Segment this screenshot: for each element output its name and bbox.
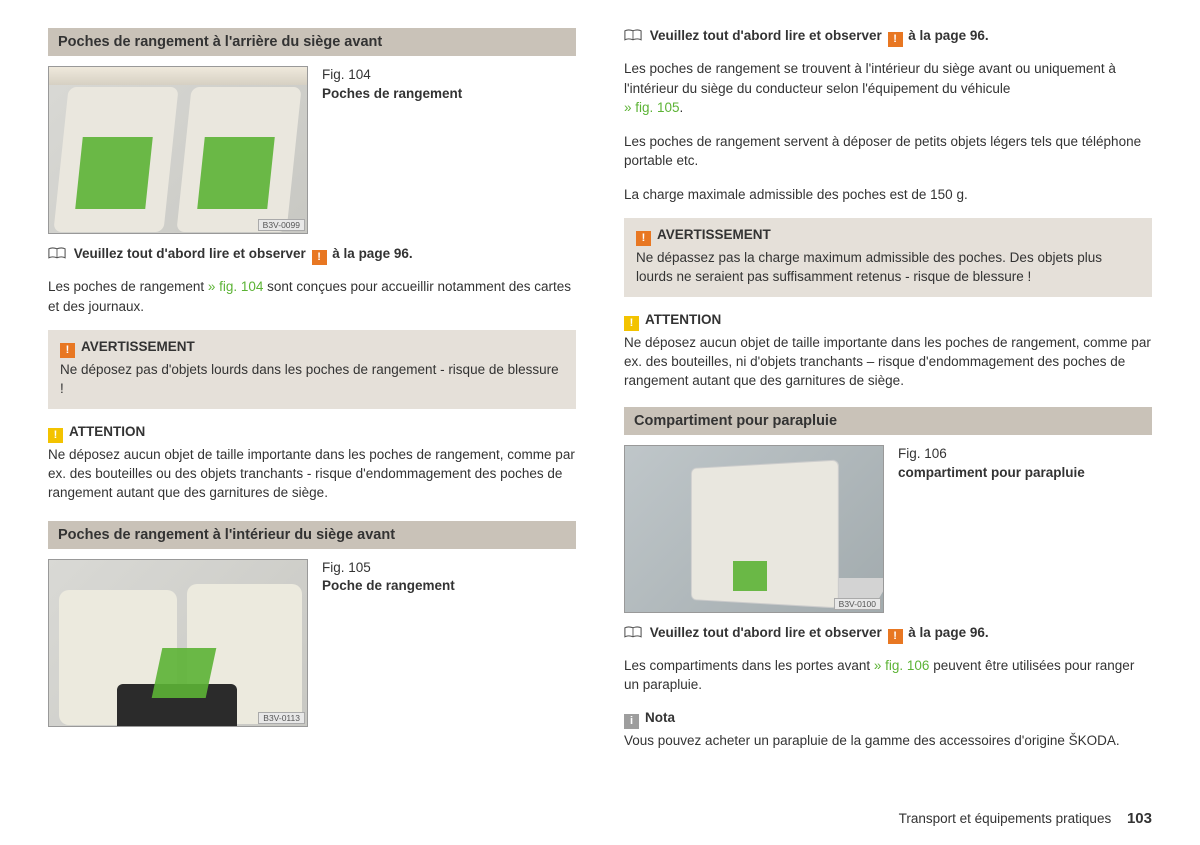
caution-body: Ne déposez aucun objet de taille importa… [624,334,1152,391]
book-icon [48,247,66,260]
paragraph-umbrella-desc: Les compartiments dans les portes avant … [624,656,1152,695]
text: Les poches de rangement [48,279,208,294]
read-first-text-a: Veuillez tout d'abord lire et observer [650,28,886,43]
section-header-umbrella: Compartiment pour parapluie [624,407,1152,435]
book-icon [624,29,642,42]
fig-reference-link[interactable]: » fig. 106 [874,658,930,673]
caution-title: ATTENTION [69,424,145,439]
warning-icon: ! [636,231,651,246]
note-body: Vous pouvez acheter un parapluie de la g… [624,732,1152,751]
warning-body: Ne dépassez pas la charge maximum admiss… [636,249,1140,287]
image-code: B3V-0113 [258,712,305,724]
warning-title: AVERTISSEMENT [657,227,771,242]
read-first-text-a: Veuillez tout d'abord lire et observer [650,625,886,640]
figure-106-block: B3V-0100 Fig. 106 compartiment pour para… [624,445,1152,613]
page-footer: Transport et équipements pratiques 103 [899,810,1152,827]
attention-box: ! ATTENTION Ne déposez aucun objet de tai… [48,423,576,503]
warning-body: Ne déposez pas d'objets lourds dans les … [60,361,564,399]
paragraph-usage: Les poches de rangement servent à dépose… [624,132,1152,171]
page-number: 103 [1127,810,1152,827]
info-icon: i [624,714,639,729]
image-code: B3V-0100 [834,598,881,610]
avertissement-box: ! AVERTISSEMENT Ne dépassez pas la charge… [624,218,1152,297]
fig-reference-link[interactable]: » fig. 105 [624,100,680,115]
section-header-inner-pockets: Poches de rangement à l'intérieur du siè… [48,521,576,549]
figure-105-image: B3V-0113 [48,559,308,727]
warning-title: AVERTISSEMENT [81,339,195,354]
attention-box: ! ATTENTION Ne déposez aucun objet de tai… [624,311,1152,391]
image-code: B3V-0099 [258,219,305,231]
figure-number: Fig. 106 [898,445,1085,464]
figure-106-image: B3V-0100 [624,445,884,613]
caution-body: Ne déposez aucun objet de taille importa… [48,446,576,503]
warning-icon: ! [888,32,903,47]
read-first-text-b: à la page 96. [905,28,989,43]
figure-number: Fig. 105 [322,559,455,578]
figure-105-caption: Fig. 105 Poche de rangement [322,559,455,597]
left-column: Poches de rangement à l'arrière du siège… [48,28,576,765]
note-title: Nota [645,710,675,725]
read-first-note: Veuillez tout d'abord lire et observer !… [624,625,1152,644]
figure-105-block: B3V-0113 Fig. 105 Poche de rangement [48,559,576,727]
warning-icon: ! [312,250,327,265]
two-column-layout: Poches de rangement à l'arrière du siège… [48,28,1152,765]
read-first-text-b: à la page 96. [329,246,413,261]
read-first-text-a: Veuillez tout d'abord lire et observer [74,246,310,261]
paragraph-location: Les poches de rangement se trouvent à l'… [624,59,1152,118]
caution-title: ATTENTION [645,312,721,327]
caution-icon: ! [624,316,639,331]
section-header-rear-pockets: Poches de rangement à l'arrière du siège… [48,28,576,56]
read-first-text-b: à la page 96. [905,625,989,640]
figure-number: Fig. 104 [322,66,462,85]
text: Les compartiments dans les portes avant [624,658,874,673]
nota-box: i Nota Vous pouvez acheter un parapluie d… [624,709,1152,751]
caution-icon: ! [48,428,63,443]
figure-104-image: B3V-0099 [48,66,308,234]
figure-title: Poche de rangement [322,578,455,593]
warning-icon: ! [60,343,75,358]
figure-title: compartiment pour parapluie [898,465,1085,480]
paragraph-pockets-desc: Les poches de rangement » fig. 104 sont … [48,277,576,316]
book-icon [624,626,642,639]
avertissement-box: ! AVERTISSEMENT Ne déposez pas d'objets l… [48,330,576,409]
right-column: Veuillez tout d'abord lire et observer !… [624,28,1152,765]
warning-icon: ! [888,629,903,644]
read-first-note: Veuillez tout d'abord lire et observer !… [624,28,1152,47]
figure-106-caption: Fig. 106 compartiment pour parapluie [898,445,1085,483]
paragraph-maxload: La charge maximale admissible des poches… [624,185,1152,205]
text: . [680,100,684,115]
footer-section: Transport et équipements pratiques [899,811,1112,826]
read-first-note: Veuillez tout d'abord lire et observer !… [48,246,576,265]
text: Les poches de rangement se trouvent à l'… [624,61,1116,96]
figure-104-block: B3V-0099 Fig. 104 Poches de rangement [48,66,576,234]
figure-title: Poches de rangement [322,86,462,101]
fig-reference-link[interactable]: » fig. 104 [208,279,264,294]
figure-104-caption: Fig. 104 Poches de rangement [322,66,462,104]
